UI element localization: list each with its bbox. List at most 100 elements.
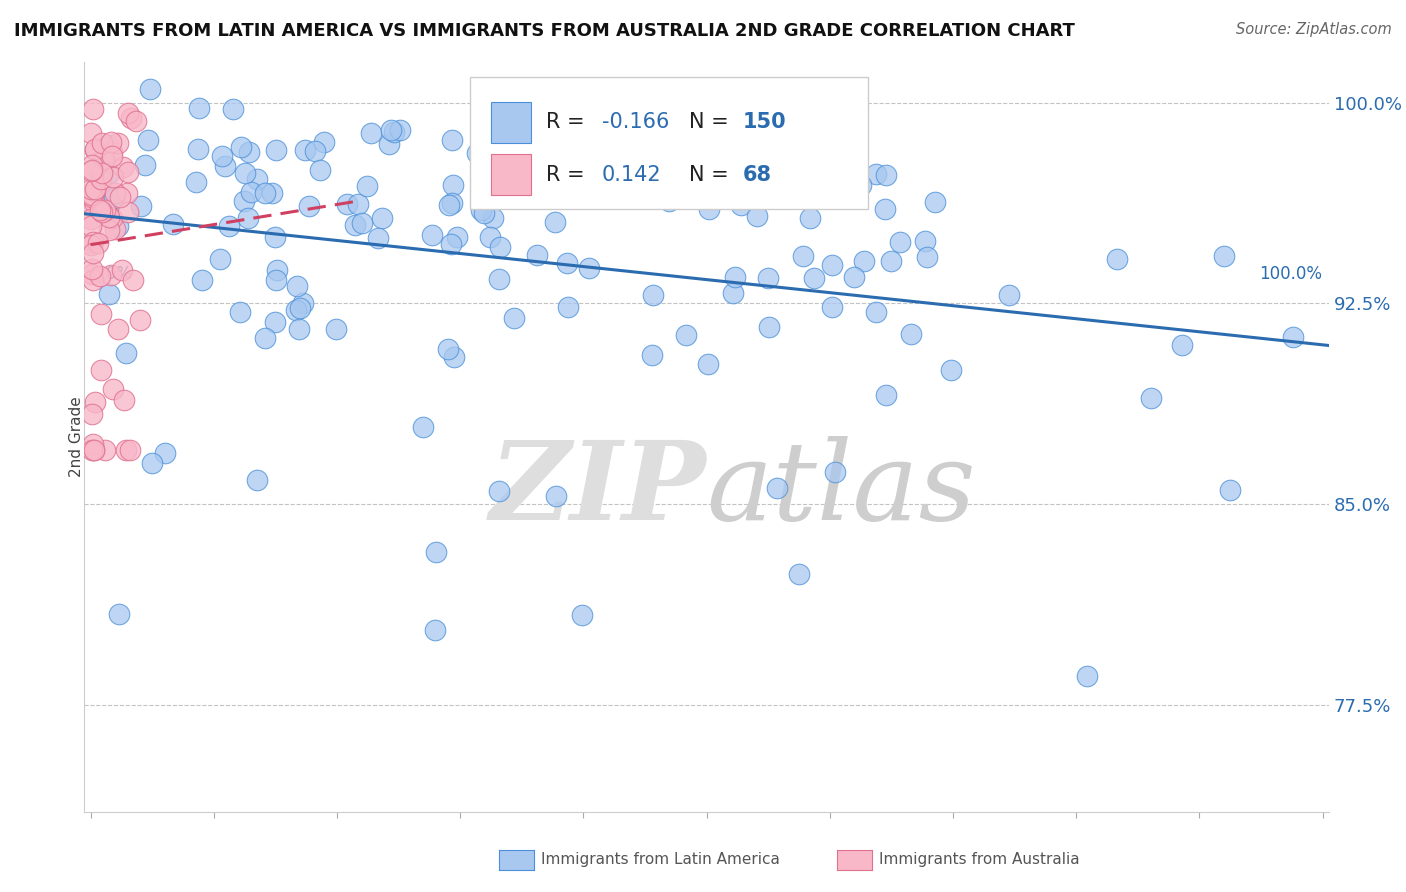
Point xyxy=(494,171,516,186)
Point xyxy=(214,159,236,173)
Point xyxy=(107,607,129,621)
Point xyxy=(155,445,177,459)
Point xyxy=(100,190,122,204)
Point xyxy=(80,267,103,281)
Point xyxy=(488,483,510,498)
Point xyxy=(238,145,260,159)
Point xyxy=(104,186,127,201)
Point xyxy=(260,186,283,201)
Point xyxy=(129,312,152,326)
Point xyxy=(671,189,693,203)
Point xyxy=(731,179,754,194)
Point xyxy=(641,288,664,302)
Point xyxy=(138,82,160,96)
Point xyxy=(103,382,125,396)
Text: 68: 68 xyxy=(742,165,772,185)
Point xyxy=(889,235,911,250)
Point xyxy=(344,219,367,233)
Point xyxy=(531,120,554,135)
Point xyxy=(641,348,664,362)
Point xyxy=(370,211,392,225)
Point xyxy=(264,273,287,287)
Point xyxy=(238,211,260,225)
Text: Source: ZipAtlas.com: Source: ZipAtlas.com xyxy=(1236,22,1392,37)
Point xyxy=(347,196,370,211)
Point xyxy=(998,288,1021,302)
Text: IMMIGRANTS FROM LATIN AMERICA VS IMMIGRANTS FROM AUSTRALIA 2ND GRADE CORRELATION: IMMIGRANTS FROM LATIN AMERICA VS IMMIGRA… xyxy=(14,22,1076,40)
Point xyxy=(91,205,114,219)
Point xyxy=(446,229,468,244)
Point xyxy=(107,136,129,151)
Point xyxy=(599,171,621,186)
Point xyxy=(879,254,901,268)
Point xyxy=(134,158,156,172)
Point xyxy=(544,161,567,176)
Point xyxy=(489,240,512,254)
Point xyxy=(191,273,214,287)
Point xyxy=(501,189,523,203)
Point xyxy=(526,248,548,262)
Point xyxy=(218,219,240,233)
Point xyxy=(80,219,103,233)
Point xyxy=(82,246,104,260)
Point xyxy=(110,262,132,277)
Point xyxy=(873,202,896,216)
Point xyxy=(84,394,107,409)
Point xyxy=(441,133,464,147)
Y-axis label: 2nd Grade: 2nd Grade xyxy=(69,397,83,477)
Point xyxy=(290,301,312,315)
Point xyxy=(87,236,110,251)
Point xyxy=(131,199,153,213)
Point xyxy=(1140,391,1163,405)
Point xyxy=(115,443,138,458)
Point xyxy=(292,295,315,310)
Point xyxy=(842,269,865,284)
Point xyxy=(100,268,122,283)
Point xyxy=(89,203,111,218)
Point xyxy=(1076,669,1098,683)
Point xyxy=(246,172,269,186)
Point xyxy=(100,145,122,160)
Point xyxy=(787,567,810,582)
Text: 100.0%: 100.0% xyxy=(1260,265,1323,283)
Point xyxy=(436,342,458,356)
Point xyxy=(80,126,103,140)
Point xyxy=(112,393,135,408)
Point xyxy=(821,258,844,272)
Point xyxy=(90,171,112,186)
Point xyxy=(721,285,744,300)
Point xyxy=(141,456,163,470)
Point xyxy=(875,169,897,183)
Point xyxy=(730,198,752,212)
Point xyxy=(356,179,378,194)
Point xyxy=(465,146,488,161)
Point xyxy=(240,185,263,199)
Point xyxy=(82,102,104,116)
Point xyxy=(481,211,503,226)
Point xyxy=(93,443,115,458)
Point xyxy=(84,142,107,156)
Point xyxy=(546,489,568,503)
Point xyxy=(83,443,105,458)
Point xyxy=(80,181,103,195)
Point xyxy=(82,407,104,421)
Point xyxy=(187,142,209,156)
Point xyxy=(90,166,112,180)
Point xyxy=(412,420,434,434)
Point xyxy=(439,197,461,211)
Point xyxy=(915,250,938,264)
Point xyxy=(388,123,411,137)
Point xyxy=(101,149,124,163)
Point xyxy=(90,307,112,321)
Point xyxy=(117,165,139,179)
Point xyxy=(1282,330,1305,344)
Point xyxy=(208,252,231,266)
Point xyxy=(115,346,138,360)
Point xyxy=(360,126,382,140)
Point xyxy=(425,545,447,559)
Point xyxy=(80,238,103,252)
Point xyxy=(103,169,125,184)
Point xyxy=(766,481,789,495)
Point xyxy=(900,326,922,341)
Point xyxy=(188,102,211,116)
